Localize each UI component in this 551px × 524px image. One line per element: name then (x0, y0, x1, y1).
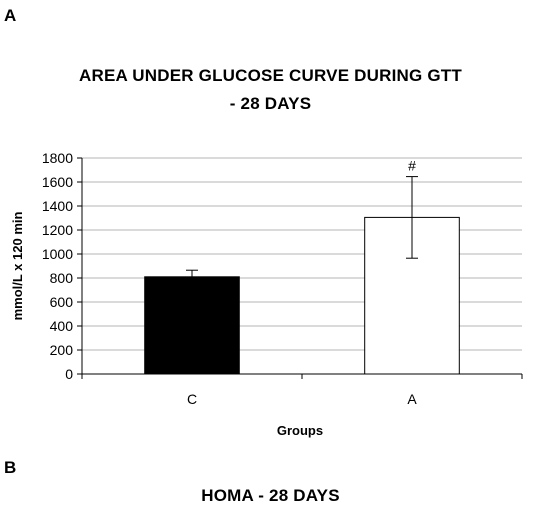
y-tick-label: 600 (50, 294, 74, 310)
y-tick-label: 1600 (42, 174, 73, 190)
bar-C (144, 276, 240, 375)
x-tick-label-A: A (407, 391, 417, 407)
significance-mark-A: # (408, 158, 416, 174)
panel-b-title: HOMA - 28 DAYS (201, 486, 340, 505)
x-axis-title: Groups (277, 423, 323, 438)
bar-chart: 0 200 400 600 800 1000 1200 1400 1600 1800 C # A Grou… (10, 150, 523, 438)
chart-title-line1: AREA UNDER GLUCOSE CURVE DURING GTT (79, 66, 462, 85)
y-tick-label: 0 (65, 366, 73, 382)
panel-a-label: A (4, 6, 17, 25)
y-tick-label: 200 (50, 342, 74, 358)
chart-title-line2: - 28 DAYS (229, 94, 312, 113)
panel-b-label: B (4, 458, 17, 477)
y-tick-label: 1800 (42, 150, 73, 166)
y-axis-title: mmol/L x 120 min (10, 212, 25, 321)
y-tick-label: 1400 (42, 198, 73, 214)
y-tick-label: 800 (50, 270, 74, 286)
y-tick-label: 1000 (42, 246, 73, 262)
y-tick-label: 400 (50, 318, 74, 334)
x-tick-label-C: C (187, 391, 197, 407)
y-tick-label: 1200 (42, 222, 73, 238)
